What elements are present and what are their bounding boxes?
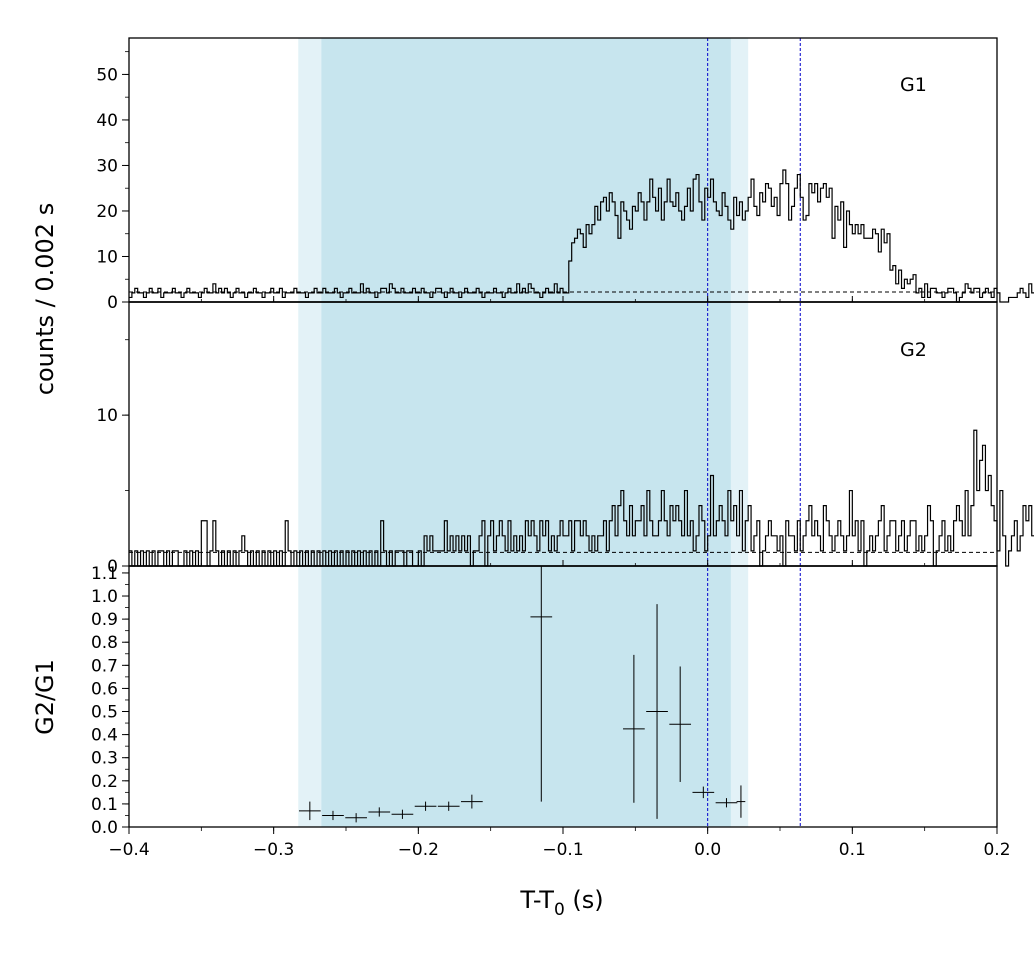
xtick-label-3: −0.1 — [542, 840, 583, 860]
ytick-label-ratio-2: 0.2 — [91, 772, 118, 792]
ytick-label-ratio-9: 0.9 — [91, 610, 118, 630]
y-axis-title-ratio: G2/G1 — [31, 659, 59, 735]
ytick-label-G1-2: 20 — [96, 202, 118, 222]
ytick-label-G1-5: 50 — [96, 65, 118, 85]
ratio-point-2 — [345, 813, 367, 823]
xtick-label-6: 0.2 — [983, 840, 1010, 860]
xtick-label-5: 0.1 — [839, 840, 866, 860]
x-axis-title-main: T-T — [519, 886, 554, 914]
ratio-point-4 — [391, 809, 414, 819]
ratio-point-8 — [530, 566, 553, 802]
ratio-point-14 — [736, 785, 746, 818]
ytick-label-ratio-4: 0.4 — [91, 726, 118, 746]
reference-vertical-lines — [707, 38, 801, 827]
x-axis-title: T-T0 (s) — [519, 886, 603, 920]
ratio-point-7 — [461, 794, 483, 809]
labels: G1 G2 counts / 0.002 s G2/G1 T-T0 (s) — [31, 74, 927, 920]
ytick-label-ratio-5: 0.5 — [91, 703, 118, 723]
ratio-point-0 — [298, 801, 321, 821]
ratio-point-12 — [692, 786, 715, 799]
ytick-label-G2-1: 10 — [96, 406, 118, 426]
xtick-label-2: −0.2 — [398, 840, 439, 860]
ytick-label-G1-4: 40 — [96, 111, 118, 131]
xtick-label-1: −0.3 — [253, 840, 294, 860]
ratio-point-1 — [322, 810, 344, 821]
ratio-point-5 — [414, 801, 437, 811]
ytick-label-ratio-6: 0.6 — [91, 679, 118, 699]
ytick-label-ratio-7: 0.7 — [91, 656, 118, 676]
ytick-label-G1-0: 0 — [107, 293, 118, 313]
x-axis-title-tail: (s) — [565, 886, 604, 914]
panel-label-g2: G2 — [900, 339, 927, 361]
ytick-label-G2-0: 0 — [107, 557, 118, 577]
ytick-label-ratio-8: 0.8 — [91, 633, 118, 653]
shaded-interval-1 — [321, 38, 731, 827]
ticks: 0 10 20 30 40 50 0 10 0.0 0.1 0.2 0.3 0.4 0.5 0.6 0.7 0.… — [91, 51, 1011, 860]
y-axis-title-counts: counts / 0.002 s — [31, 203, 59, 395]
ytick-label-ratio-3: 0.3 — [91, 749, 118, 769]
xtick-label-0: −0.4 — [108, 840, 149, 860]
ytick-label-G1-1: 10 — [96, 247, 118, 267]
series-G2-step — [129, 429, 1034, 567]
ratio-point-6 — [437, 801, 460, 811]
ytick-label-ratio-11: 1.1 — [91, 564, 118, 584]
ratio-point-3 — [368, 807, 391, 817]
ytick-label-ratio-1: 0.1 — [91, 795, 118, 815]
shaded-intervals — [298, 38, 749, 827]
ytick-label-ratio-10: 1.0 — [91, 587, 118, 607]
x-axis-title-subscript: 0 — [554, 900, 565, 920]
panel-label-g1: G1 — [900, 74, 927, 96]
ratio-point-9 — [623, 654, 645, 803]
ratio-point-13 — [715, 798, 738, 808]
ratio-point-10 — [646, 604, 668, 819]
ytick-label-G1-3: 30 — [96, 156, 118, 176]
xtick-label-4: 0.0 — [694, 840, 721, 860]
series-G1-step — [129, 169, 1034, 303]
ratio-point-11 — [669, 666, 692, 782]
ytick-label-ratio-0: 0.0 — [91, 818, 118, 838]
